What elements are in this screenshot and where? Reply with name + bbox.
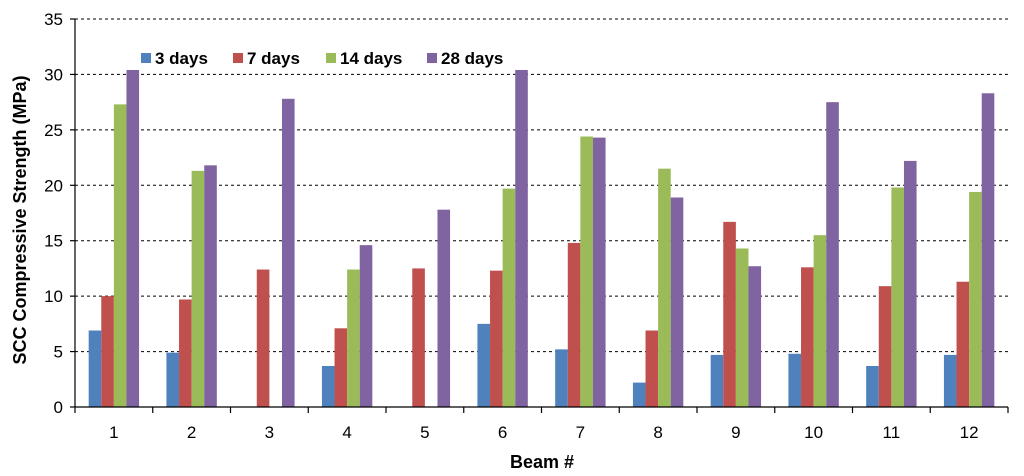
bar-28-days-beam-11 (903, 160, 917, 407)
y-tick-label: 20 (44, 176, 63, 195)
legend-item-3-days: 3 days (141, 49, 208, 68)
bar-7-days-beam-1 (101, 296, 114, 407)
bar-28-days-beam-3 (281, 98, 295, 408)
legend-swatch (233, 53, 243, 63)
y-tick-label: 35 (44, 10, 63, 29)
bar-7-days-beam-12 (956, 281, 970, 407)
bar-28-days-beam-8 (670, 197, 684, 407)
bar-7-days-beam-5 (412, 268, 425, 407)
bar-14-days-beam-2 (191, 170, 205, 407)
bar-3-days-beam-4 (321, 365, 335, 407)
bar-28-days-beam-9 (748, 266, 762, 407)
bar-28-days-beam-12 (981, 93, 995, 407)
legend: 3 days 7 days 14 days 28 days (141, 49, 503, 68)
legend-swatch (427, 53, 437, 63)
bar-7-days-beam-2 (179, 299, 192, 407)
bar-14-days-beam-12 (969, 191, 982, 407)
x-tick-label: 2 (187, 423, 196, 442)
bar-3-days-beam-2 (166, 352, 180, 407)
bar-14-days-beam-6 (502, 188, 516, 407)
x-tick-label: 8 (653, 423, 662, 442)
y-tick-label: 25 (44, 121, 63, 140)
x-tick-label: 4 (342, 423, 351, 442)
bar-3-days-beam-7 (555, 349, 568, 407)
legend-item-14-days: 14 days (326, 49, 402, 68)
legend-item-28-days: 28 days (427, 49, 503, 68)
x-tick-label: 5 (420, 423, 429, 442)
x-tick-label: 3 (265, 423, 274, 442)
bar-3-days-beam-8 (632, 382, 646, 407)
x-tick-label: 7 (576, 423, 585, 442)
x-tick-label: 9 (731, 423, 740, 442)
x-tick-label: 11 (883, 423, 901, 442)
legend-swatch (326, 53, 336, 63)
bar-14-days-beam-8 (658, 168, 671, 407)
legend-swatch (141, 53, 151, 63)
x-tick-label: 10 (804, 423, 823, 442)
x-tick-label: 6 (498, 423, 507, 442)
x-tick-label: 12 (960, 423, 979, 442)
bar-7-days-beam-4 (334, 328, 348, 407)
axes (70, 18, 1009, 413)
bar-7-days-beam-3 (256, 269, 270, 407)
x-tick-labels: 1 2 3 4 5 6 7 8 9 10 11 12 (109, 423, 978, 442)
bar-28-days-beam-1 (126, 69, 140, 407)
legend-label: 28 days (441, 49, 503, 68)
bar-14-days-beam-4 (347, 269, 360, 407)
bar-14-days-beam-7 (580, 136, 593, 407)
bar-7-days-beam-11 (878, 286, 892, 407)
bar-7-days-beam-8 (645, 330, 659, 407)
bar-3-days-beam-10 (788, 353, 802, 407)
bar-7-days-beam-10 (801, 267, 814, 407)
bar-7-days-beam-7 (567, 242, 581, 407)
bar-14-days-beam-9 (735, 248, 749, 407)
y-axis-title: SCC Compressive Strength (MPa) (10, 75, 30, 364)
legend-item-7-days: 7 days (233, 49, 300, 68)
bar-7-days-beam-6 (490, 270, 503, 407)
y-tick-label: 15 (44, 232, 63, 251)
y-tick-labels: 0 5 10 15 20 25 30 35 (44, 10, 63, 417)
y-tick-label: 30 (44, 65, 63, 84)
bar-3-days-beam-9 (710, 354, 724, 407)
legend-label: 7 days (247, 49, 300, 68)
legend-label: 3 days (155, 49, 208, 68)
bar-28-days-beam-5 (437, 209, 451, 407)
bar-7-days-beam-9 (723, 221, 736, 407)
bar-28-days-beam-7 (592, 137, 606, 408)
bar-14-days-beam-11 (891, 187, 904, 407)
bar-28-days-beam-6 (515, 69, 528, 407)
legend-label: 14 days (340, 49, 402, 68)
bar-28-days-beam-4 (359, 245, 373, 407)
bar-3-days-beam-6 (477, 323, 491, 407)
y-tick-label: 0 (54, 398, 63, 417)
bar-3-days-beam-12 (943, 354, 957, 407)
y-tick-label: 5 (54, 343, 63, 362)
bar-14-days-beam-1 (113, 104, 127, 408)
bar-3-days-beam-11 (866, 365, 879, 407)
y-tick-label: 10 (44, 287, 63, 306)
x-axis-title: Beam # (510, 452, 574, 472)
x-tick-label: 1 (109, 423, 118, 442)
bar-28-days-beam-10 (826, 102, 839, 408)
bars (88, 69, 995, 408)
bar-3-days-beam-1 (88, 330, 102, 407)
bar-14-days-beam-10 (813, 235, 827, 407)
bar-28-days-beam-2 (204, 165, 217, 407)
